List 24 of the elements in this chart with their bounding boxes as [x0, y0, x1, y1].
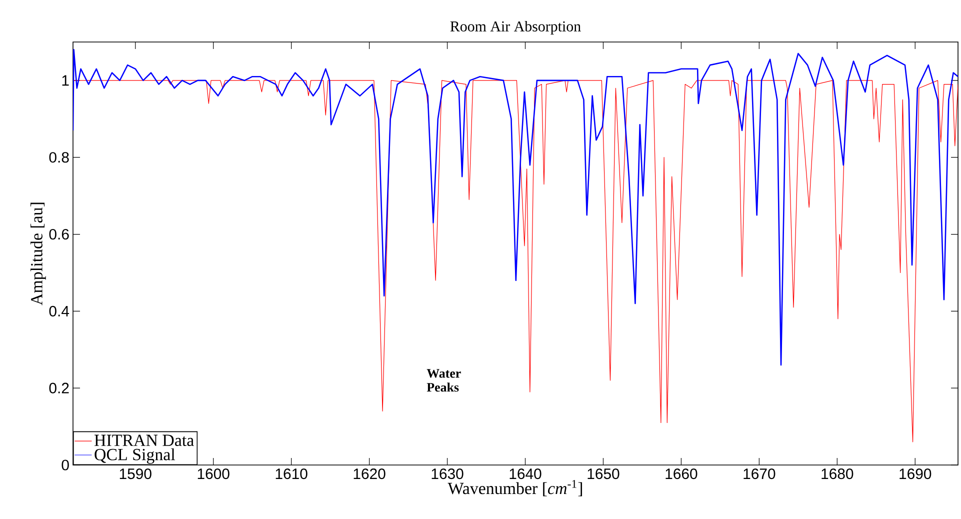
- x-axis-title: Wavenumber [cm$^{-1}$]: [448, 480, 582, 496]
- x-tick-label: 1660: [666, 468, 698, 480]
- y-axis-title: Amplitude [au]: [30, 202, 46, 306]
- y-tick-label: 0.2: [49, 382, 69, 394]
- legend-label: HITRAN Data: [94, 434, 194, 446]
- chart-title: Room Air Absorption: [450, 20, 581, 35]
- x-tick-label: 1630: [432, 468, 464, 480]
- line-series: [73, 49, 958, 366]
- x-tick-label: 1600: [198, 468, 230, 480]
- y-tick-label: 0.6: [49, 228, 69, 240]
- y-tick-label: 1: [62, 75, 69, 86]
- x-tick-label: 1690: [900, 468, 932, 480]
- x-tick-label: 1670: [744, 468, 776, 480]
- x-tick-label: 1680: [822, 468, 854, 480]
- x-tick-label: 1620: [354, 468, 386, 480]
- y-tick-label: 0.4: [49, 306, 70, 316]
- x-tick-label: 1650: [588, 468, 620, 480]
- annotation: Water Peaks: [426, 369, 461, 392]
- legend-label: QCL Signal: [94, 448, 176, 464]
- x-tick-label: 1640: [510, 468, 542, 480]
- x-tick-label: 1590: [120, 468, 152, 480]
- y-tick-label: 0.8: [49, 152, 69, 163]
- y-tick-label: 0: [62, 460, 69, 470]
- x-tick-label: 1610: [276, 468, 308, 480]
